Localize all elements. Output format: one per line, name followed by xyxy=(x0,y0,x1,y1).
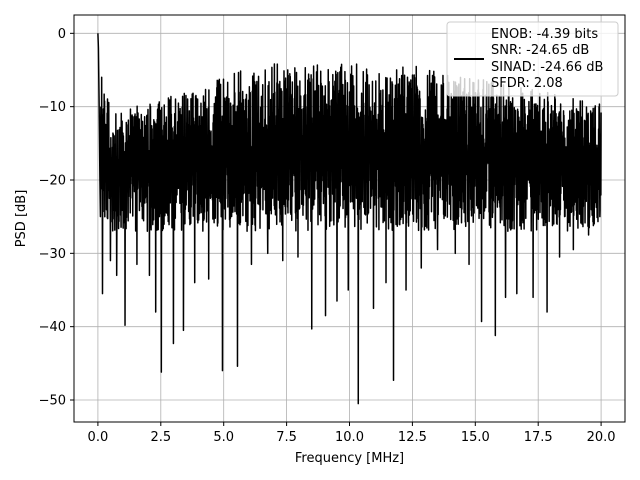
x-tick-label: 12.5 xyxy=(398,430,427,445)
y-tick-label: −40 xyxy=(39,320,66,335)
x-tick-label: 0.0 xyxy=(88,430,109,445)
psd-trace xyxy=(97,33,602,405)
x-axis-label: Frequency [MHz] xyxy=(295,451,404,466)
x-tick-label: 20.0 xyxy=(587,430,616,445)
x-tick-label: 5.0 xyxy=(213,430,234,445)
psd-series-line xyxy=(97,33,602,405)
y-tick-label: −50 xyxy=(39,394,66,409)
x-tick-label: 10.0 xyxy=(335,430,364,445)
y-tick-label: −10 xyxy=(39,100,66,115)
x-tick-label: 17.5 xyxy=(524,430,553,445)
legend-enob: ENOB: -4.39 bits xyxy=(491,27,598,42)
legend-sfdr: SFDR: 2.08 xyxy=(491,76,563,91)
legend-snr: SNR: -24.65 dB xyxy=(491,43,589,58)
y-tick-label: 0 xyxy=(58,27,66,42)
legend-box xyxy=(446,21,619,97)
y-tick-label: −30 xyxy=(39,247,66,262)
y-axis-ticks: 0 −10 −20 −30 −40 −50 xyxy=(39,27,74,409)
y-tick-label: −20 xyxy=(39,174,66,189)
legend: ENOB: -4.39 bits SNR: -24.65 dB SINAD: -… xyxy=(446,21,619,97)
x-axis-ticks: 0.0 2.5 5.0 7.5 10.0 12.5 15.0 17.5 20.0 xyxy=(88,422,616,445)
y-axis-label: PSD [dB] xyxy=(14,190,29,248)
x-tick-label: 7.5 xyxy=(276,430,297,445)
x-tick-label: 15.0 xyxy=(461,430,490,445)
x-tick-label: 2.5 xyxy=(150,430,171,445)
legend-sinad: SINAD: -24.66 dB xyxy=(491,60,603,75)
